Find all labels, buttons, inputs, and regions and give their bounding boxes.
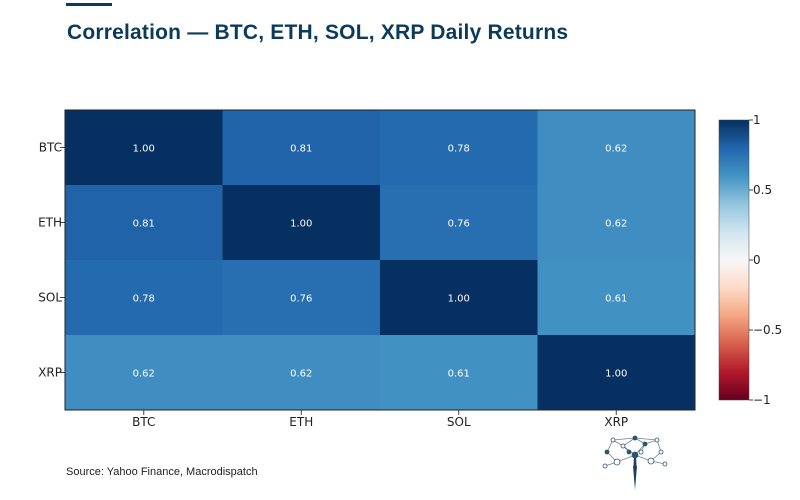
y-tick-label: SOL [38,291,62,305]
heatmap-cell-labels: 1.00 0.81 0.78 0.62 0.81 1.00 0.76 0.62 0.78 0.76… [133,144,628,380]
heatmap-cell-eth-xrp [537,185,696,261]
x-axis-ticks: BTC ETH SOL XRP [132,410,628,429]
cell-value-label: 0.78 [133,294,155,305]
cell-value-label: 0.61 [448,369,470,380]
cell-value-label: 0.62 [133,369,155,380]
cell-value-label: 1.00 [290,219,312,230]
y-tick-label: XRP [38,366,62,380]
cell-value-label: 0.62 [290,369,312,380]
source-note: Source: Yahoo Finance, Macrodispatch [66,466,258,478]
colorbar-tick-label: 0 [753,253,761,267]
cell-value-label: 0.62 [605,219,627,230]
colorbar-tick-label: −1 [753,393,771,407]
cell-value-label: 1.00 [448,294,470,305]
colorbar-tick-label: 0.5 [753,183,772,197]
cell-value-label: 0.76 [448,219,470,230]
heatmap-cell-btc-btc [65,110,223,186]
cell-value-label: 1.00 [605,369,627,380]
cell-value-label: 1.00 [133,144,155,155]
heatmap-cell-sol-sol [380,260,538,336]
heatmap-cell-xrp-sol [380,335,538,411]
cell-value-label: 0.76 [290,294,312,305]
heatmap-cell-sol-xrp [537,260,696,336]
colorbar-tick-label: −0.5 [753,323,782,337]
y-axis-ticks: BTC ETH SOL XRP [38,141,65,380]
x-tick-label: ETH [289,415,313,429]
heatmap-cell-btc-sol [380,110,538,186]
cell-value-label: 0.81 [133,219,155,230]
y-tick-label: ETH [38,216,62,230]
x-tick-label: BTC [132,415,155,429]
heatmap-cell-xrp-eth [222,335,381,411]
heatmap-cell-eth-btc [65,185,223,261]
colorbar-tick-label: 1 [753,113,761,127]
cell-value-label: 0.81 [290,144,312,155]
chart-title: Correlation — BTC, ETH, SOL, XRP Daily R… [67,21,569,44]
heatmap-cell-sol-eth [222,260,381,336]
heatmap-cell-sol-btc [65,260,223,336]
y-tick-label: BTC [39,141,62,155]
heatmap-cell-btc-eth [222,110,381,186]
cell-value-label: 0.62 [605,144,627,155]
x-tick-label: SOL [447,415,471,429]
heatmap-cell-xrp-xrp [537,335,696,411]
colorbar-gradient [718,119,750,401]
heatmap-cells [65,110,696,411]
cell-value-label: 0.78 [448,144,470,155]
colorbar: 1 0.5 0 −0.5 −1 [718,113,782,407]
plot-border [64,109,696,411]
cell-value-label: 0.61 [605,294,627,305]
tree-network-logo [602,435,668,490]
heatmap-cell-xrp-btc [65,335,223,411]
title-accent-bar [66,3,112,6]
heatmap-cell-eth-sol [380,185,538,261]
x-tick-label: XRP [604,415,628,429]
heatmap-cell-eth-eth [222,185,381,261]
heatmap-cell-btc-xrp [537,110,696,186]
